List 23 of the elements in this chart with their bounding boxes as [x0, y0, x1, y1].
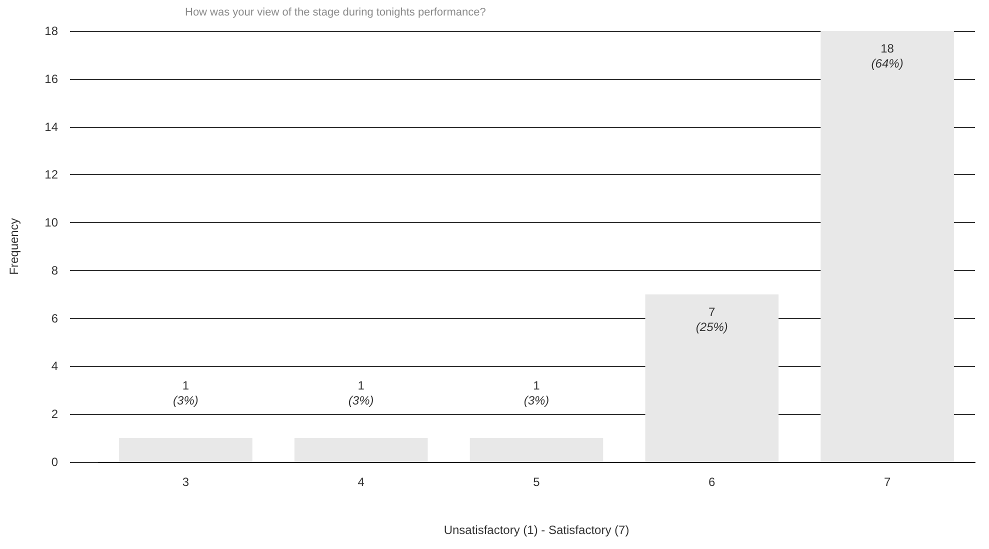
y-tick-label: 0	[51, 455, 58, 469]
data-label: 1 (3%)	[173, 378, 198, 408]
x-tick-label: 6	[708, 475, 716, 489]
y-tick-label: 14	[44, 120, 58, 134]
x-tick-label: 7	[884, 475, 891, 489]
y-tick-label: 8	[51, 263, 58, 278]
data-label: 18 (64%)	[871, 42, 904, 70]
chart-title: How was your view of the stage during tonights performance?	[185, 6, 486, 18]
x-tick-label: 5	[533, 475, 540, 489]
y-tick-label: 4	[51, 359, 58, 374]
data-label: 1 (3%)	[524, 378, 550, 408]
y-tick-label: 12	[44, 168, 58, 182]
x-tick-label: 4	[358, 475, 365, 489]
y-tick-label: 10	[44, 216, 58, 230]
data-label: 1 (3%)	[348, 378, 374, 408]
x-axis-title: Unsatisfactory (1) - Satisfactory (7)	[444, 523, 630, 537]
data-label: 7 (25%)	[696, 304, 728, 334]
y-tick-label: 6	[51, 311, 58, 326]
x-tick-label: 3	[182, 475, 190, 489]
y-tick-label: 18	[44, 24, 58, 38]
y-tick-label: 2	[51, 407, 58, 422]
y-tick-label: 16	[44, 72, 58, 86]
y-axis-title: Frequency	[7, 218, 21, 275]
